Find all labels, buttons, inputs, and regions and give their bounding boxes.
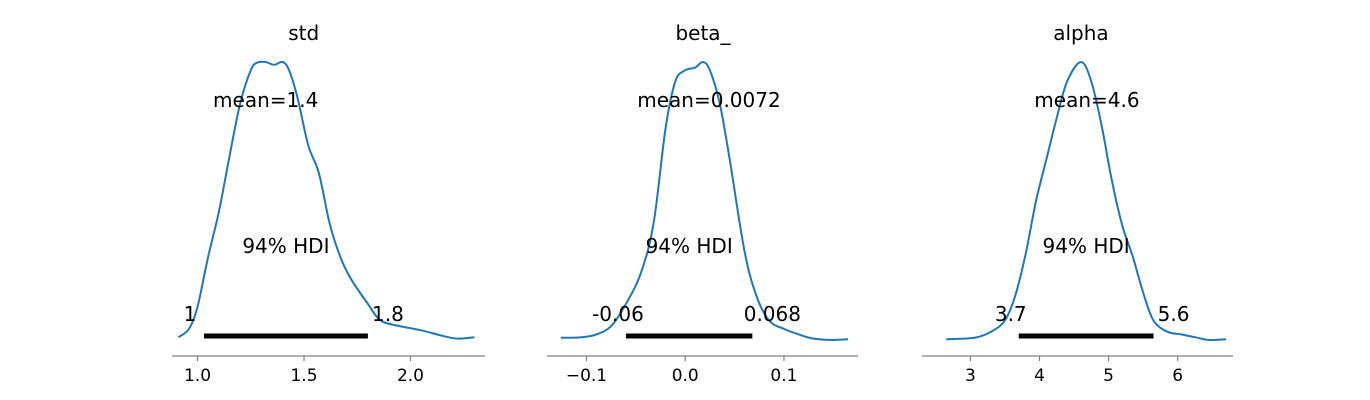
x-tick-label-beta: 0.0 [672,366,699,386]
hdi-low-label-beta: -0.06 [592,302,644,326]
x-ticks-beta: −0.1 0.0 0.1 [566,356,797,386]
mean-label-std: mean=1.4 [213,88,318,112]
panel-title-beta: beta_ [675,21,731,45]
x-ticks-alpha: 3 4 5 6 [965,356,1183,386]
x-tick-label-alpha: 6 [1172,366,1183,386]
x-ticks-std: 1.0 1.5 2.0 [184,356,424,386]
hdi-label-beta: 94% HDI [646,234,733,258]
panel-title-alpha: alpha [1053,21,1108,45]
mean-label-beta: mean=0.0072 [637,88,780,112]
x-tick-label-std: 1.0 [184,366,211,386]
x-tick-label-alpha: 4 [1034,366,1045,386]
panel-title-std: std [288,21,319,45]
x-tick-label-alpha: 5 [1103,366,1114,386]
density-curve-std [177,60,475,340]
hdi-low-label-std: 1 [184,302,197,326]
hdi-label-std: 94% HDI [242,234,329,258]
panel-alpha: alpha mean=4.6 94% HDI 3.7 5.6 3 4 5 6 [922,21,1233,386]
hdi-high-label-alpha: 5.6 [1158,302,1190,326]
x-tick-label-std: 1.5 [290,366,317,386]
hdi-high-label-std: 1.8 [372,302,404,326]
panel-std: std mean=1.4 94% HDI 1 1.8 1.0 1.5 2.0 [172,21,485,386]
panel-beta: beta_ mean=0.0072 94% HDI -0.06 0.068 −0… [547,21,858,386]
hdi-high-label-beta: 0.068 [744,302,801,326]
x-tick-label-beta: −0.1 [566,366,607,386]
x-tick-label-beta: 0.1 [770,366,797,386]
hdi-label-alpha: 94% HDI [1043,234,1130,258]
hdi-low-label-alpha: 3.7 [995,302,1027,326]
density-curve-alpha [946,60,1227,342]
density-curve-beta [560,60,849,342]
x-tick-label-std: 2.0 [397,366,424,386]
x-tick-label-alpha: 3 [965,366,976,386]
mean-label-alpha: mean=4.6 [1034,88,1139,112]
